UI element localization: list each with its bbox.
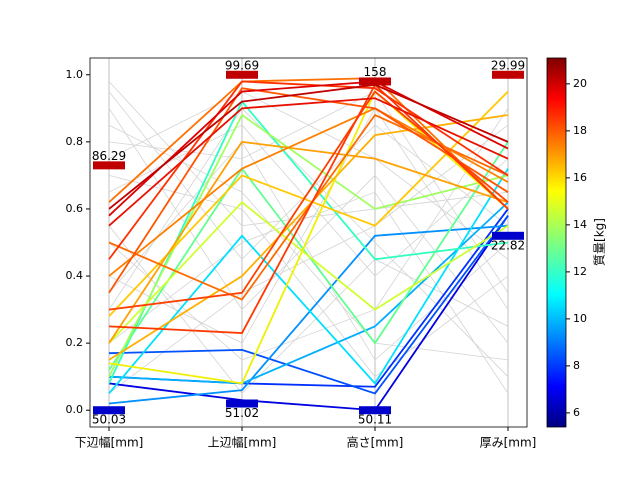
colorbar-tick-label: 10 [573, 312, 587, 325]
colorbar-tick-label: 16 [573, 171, 587, 184]
plot-frame [89, 57, 528, 428]
range-marker [226, 70, 258, 79]
range-label: 51.02 [225, 406, 259, 420]
series-line [108, 107, 509, 377]
range-marker [93, 406, 125, 415]
range-label: 50.03 [92, 413, 126, 427]
y-tick-label: 0.0 [66, 403, 84, 416]
range-label: 22.82 [491, 238, 525, 252]
colorbar-tick-label: 14 [573, 218, 587, 231]
range-marker [93, 161, 125, 170]
series-line [108, 87, 509, 294]
colorbar-tick-label: 8 [573, 359, 580, 372]
series-line [108, 80, 509, 260]
range-label: 29.99 [491, 58, 525, 72]
x-tick-label: 厚み[mm] [480, 436, 537, 450]
x-tick-label: 高さ[mm] [347, 435, 404, 450]
series-line [108, 91, 509, 260]
range-marker [492, 70, 524, 79]
y-tick-label: 0.2 [66, 336, 84, 349]
colorbar-label: 質量[kg] [592, 218, 607, 266]
y-tick-label: 0.6 [66, 202, 84, 215]
series-line [108, 224, 509, 405]
series-line [108, 90, 509, 317]
range-marker [492, 231, 524, 240]
x-tick-label: 下辺幅[mm] [75, 435, 144, 450]
range-label: 99.69 [225, 58, 259, 72]
y-tick-label: 0.8 [66, 135, 84, 148]
y-tick-label: 0.4 [66, 269, 84, 282]
series-line [108, 80, 509, 217]
series-line [108, 124, 509, 361]
series-line [108, 215, 509, 395]
series-line [108, 140, 509, 344]
range-label: 50.11 [358, 413, 392, 427]
range-label: 158 [364, 65, 387, 79]
series-line [108, 77, 509, 210]
colorbar-tick-label: 18 [573, 124, 587, 137]
colorbar-tick-label: 6 [573, 406, 580, 419]
series-line [108, 175, 509, 378]
x-tick-label: 上辺幅[mm] [208, 435, 277, 450]
series-line [108, 124, 509, 394]
colorbar [546, 57, 567, 428]
range-marker [359, 406, 391, 415]
colorbar-tick-label: 12 [573, 265, 587, 278]
y-tick-label: 1.0 [66, 68, 84, 81]
range-marker [226, 399, 258, 408]
series-line [108, 114, 509, 361]
range-marker [359, 77, 391, 86]
series-line [108, 168, 509, 395]
colorbar-tick-label: 20 [573, 77, 587, 90]
series-line [108, 83, 509, 335]
series-line [108, 83, 509, 210]
series-line [108, 201, 509, 385]
series-line [108, 97, 509, 227]
series-line [108, 225, 509, 395]
series-line [108, 201, 509, 344]
series-line [108, 215, 509, 412]
series-line [108, 141, 509, 361]
range-label: 86.29 [92, 149, 126, 163]
series-line [108, 107, 509, 344]
